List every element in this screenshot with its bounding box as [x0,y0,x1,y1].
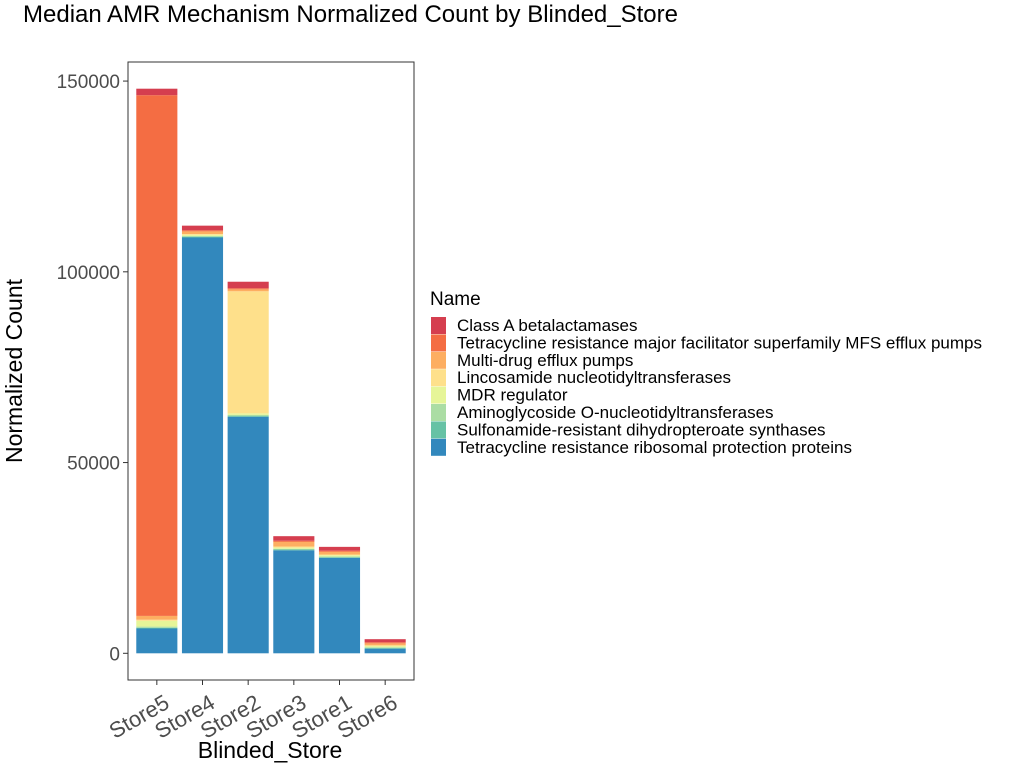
bar-segment-store2-1 [227,416,269,417]
legend-label: MDR regulator [457,386,568,405]
bar-segment-store5-2 [136,626,178,628]
bars [136,88,406,654]
y-tick-label: 50000 [67,454,120,475]
bar-segment-store5-7 [136,88,178,96]
bar-segment-store6-2 [364,647,406,648]
bar-segment-store2-6 [227,288,269,290]
legend-swatch [431,386,446,404]
legend-label: Lincosamide nucleotidyltransferases [457,368,731,387]
bar-segment-store3-4 [273,546,315,548]
legend-label: Tetracycline resistance ribosomal protec… [457,438,852,457]
bar-segment-store1-1 [318,557,361,558]
bar-segment-store5-5 [136,615,178,620]
legend-label: Sulfonamide-resistant dihydropteroate sy… [457,420,826,439]
bar-segment-store6-6 [364,642,406,644]
bar-segment-store4-5 [181,231,224,235]
bar-segment-store4-3 [181,234,224,236]
chart-title: Median AMR Mechanism Normalized Count by… [23,1,678,28]
legend-label: Tetracycline resistance major facilitato… [457,333,982,352]
bar-segment-store4-7 [181,225,224,231]
legend-swatch [431,334,446,352]
plot-panel-border [127,61,415,681]
y-axis-title: Normalized Count [1,278,27,463]
legend: Name Class A betalactamasesTetracycline … [430,289,982,457]
bar-segment-store5-3 [136,620,178,627]
bar-segment-store2-2 [227,414,269,417]
bar-segment-store1-4 [318,554,361,556]
legend-swatch [431,317,446,334]
bar-segment-store3-7 [273,536,315,541]
y-axis: 0 50000 100000 150000 [57,72,128,665]
bar-segment-store5-6 [136,95,178,616]
bar-segment-store4-6 [181,230,224,232]
bar-segment-store1-6 [318,550,361,552]
bar-segment-store3-5 [273,541,315,547]
legend-swatch [431,404,446,421]
bar-segment-store1-0 [318,557,361,654]
bar-segment-store6-0 [364,648,406,654]
y-tick-label: 100000 [57,263,120,284]
bar-segment-store3-3 [273,547,315,549]
bar-segment-store6-3 [364,646,406,648]
bar-segment-store4-0 [181,237,224,654]
bar-segment-store3-6 [273,540,315,542]
bar-segment-store6-4 [364,645,406,647]
bar-segment-store2-4 [227,291,269,414]
bar-segment-store4-2 [181,235,224,237]
bar-segment-store6-5 [364,643,406,646]
bar-segment-store5-0 [136,628,178,654]
bar-segment-store3-2 [273,548,315,550]
legend-label: Multi-drug efflux pumps [457,351,633,370]
bar-segment-store2-5 [227,289,269,292]
bar-segment-store2-0 [227,416,269,654]
x-axis-title: Blinded_Store [198,737,343,763]
legend-title: Name [430,289,481,310]
bar-segment-store6-7 [364,639,406,643]
bar-segment-store1-7 [318,546,361,551]
bar-segment-store1-2 [318,556,361,558]
bar-segment-store5-4 [136,619,178,621]
bar-segment-store2-3 [227,413,269,415]
legend-swatch [431,369,446,387]
bar-segment-store1-5 [318,551,361,555]
y-tick-label: 150000 [57,72,120,93]
legend-swatch [431,351,446,369]
bar-segment-store5-1 [136,627,178,629]
legend-label: Aminoglycoside O-nucleotidyltransferases [457,403,774,422]
y-tick-label: 0 [109,644,120,665]
plot-area: 0 50000 100000 150000 Store5Store4Store2Sto… [57,61,415,744]
legend-swatch [431,438,446,456]
legend-label: Class A betalactamases [457,316,637,335]
legend-swatch [431,421,446,439]
bar-segment-store3-1 [273,549,315,551]
bar-segment-store1-3 [318,555,361,557]
bar-segment-store2-7 [227,281,269,289]
bar-segment-store4-4 [181,234,224,235]
bar-segment-store6-1 [364,647,406,649]
bar-segment-store4-1 [181,236,224,238]
bar-segment-store3-0 [273,550,315,654]
